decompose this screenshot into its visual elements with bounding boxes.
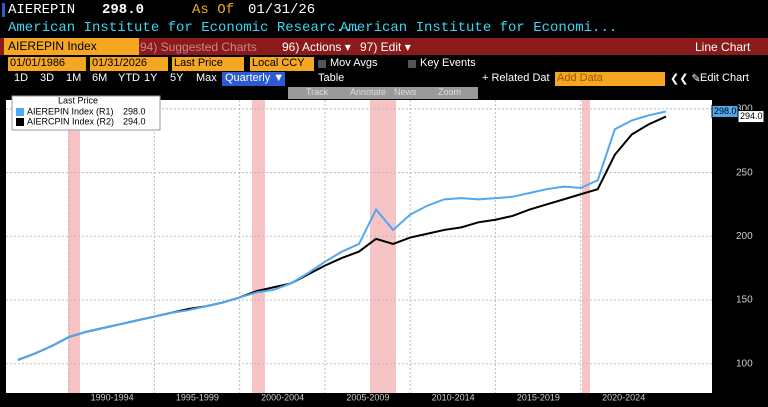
as-of: As Of [192, 2, 235, 18]
tool-button[interactable]: Zoom [438, 87, 462, 97]
x-tick-label: 2010-2014 [432, 392, 475, 402]
recession-band [68, 100, 80, 393]
security-field[interactable]: AIEREPIN Index [4, 38, 139, 55]
key-events[interactable]: Key Events [420, 57, 476, 69]
legend-label: AIEREPIN Index (R1) [27, 106, 114, 116]
actions-menu[interactable]: 96) Actions ▾ [282, 40, 351, 54]
add-data[interactable]: Add Data [555, 72, 665, 86]
period-button[interactable]: 5Y [170, 72, 184, 84]
period-button[interactable]: 6M [92, 72, 108, 84]
checkbox[interactable] [318, 60, 326, 68]
x-tick-label: 2005-2009 [346, 392, 389, 402]
legend-value: 298.0 [123, 106, 146, 116]
tag-box [711, 104, 739, 118]
currency-select[interactable]: Local CCY [250, 57, 314, 71]
period-button[interactable]: Max [196, 72, 217, 84]
tag-label: 294.0 [740, 111, 763, 121]
period-button[interactable]: 1Y [144, 72, 158, 84]
description: American Institute for Economi... [340, 20, 618, 36]
range-bar: 01/01/1986 01/31/2026 Last Price Local C… [0, 57, 768, 72]
description-row: American Institute for Economic Researc.… [0, 20, 768, 37]
related-data[interactable]: + Related Dat [482, 72, 550, 84]
frequency-select[interactable]: Quarterly ▼ [222, 72, 285, 86]
period-bar: Quarterly ▼ Table + Related Dat Add Data… [0, 72, 768, 87]
ticker: AIEREPIN [8, 2, 76, 18]
last-value-tag: 294.0 [737, 110, 765, 124]
edit-chart[interactable]: Edit Chart [700, 72, 749, 84]
period-button[interactable]: 3D [40, 72, 55, 84]
table-button[interactable]: Table [318, 72, 345, 84]
nav-arrows[interactable]: ❮❮ ✎ [670, 73, 701, 85]
x-tick-label: 2015-2019 [517, 392, 560, 402]
plot-area [6, 100, 712, 393]
period-button[interactable]: 1M [66, 72, 82, 84]
header-row: AIEREPIN 298.0 As Of 01/31/26 [0, 0, 768, 20]
tool-button[interactable]: Annotate [350, 87, 387, 97]
toolbar: AIEREPIN Index 94) Suggested Charts 96) … [0, 38, 768, 55]
y-tick-label: 300 [736, 104, 753, 115]
period-button[interactable]: YTD [118, 72, 140, 84]
tool-button[interactable]: Track [306, 87, 329, 97]
end-date[interactable]: 01/31/2026 [90, 57, 168, 71]
last-value-tag: 298.0 [711, 104, 739, 118]
x-tick-label: 1990-1994 [91, 392, 134, 402]
recession-band [582, 100, 590, 393]
chart-kind: Line Chart [695, 40, 751, 54]
start-date[interactable]: 01/01/1986 [8, 57, 86, 71]
x-tick-label: 2000-2004 [261, 392, 304, 402]
x-tick-label: 2020-2024 [602, 392, 645, 402]
tag-label: 298.0 [714, 106, 737, 116]
mov-avgs[interactable]: Mov Avgs [330, 57, 378, 69]
x-tick-label: 1995-1999 [176, 392, 219, 402]
description: American Institute for Economic Researc.… [8, 20, 361, 36]
price: 298.0 [102, 2, 145, 18]
tool-button[interactable]: News [394, 87, 417, 97]
as-of-date: 01/31/26 [248, 2, 316, 18]
legend-swatch [16, 118, 24, 126]
recession-band [370, 100, 396, 393]
period-button[interactable]: 1D [14, 72, 29, 84]
legend-title: Last Price [58, 95, 98, 105]
suggested-charts[interactable]: 94) Suggested Charts [140, 40, 257, 54]
y-tick-label: 250 [736, 167, 753, 178]
marker [2, 3, 5, 17]
checkbox[interactable] [408, 60, 416, 68]
y-tick-label: 150 [736, 295, 753, 306]
legend-box [11, 95, 161, 131]
legend-label: AIERCPIN Index (R2) [27, 116, 114, 126]
tools-bar: Track Annotate News Zoom [288, 87, 478, 99]
y-tick-label: 200 [736, 231, 753, 242]
recession-band [252, 100, 265, 393]
edit-menu[interactable]: 97) Edit ▾ [360, 40, 411, 54]
legend-swatch [16, 108, 24, 116]
legend-value: 294.0 [123, 116, 146, 126]
series-line [17, 110, 667, 361]
y-tick-label: 100 [736, 358, 753, 369]
field-select[interactable]: Last Price [172, 57, 244, 71]
